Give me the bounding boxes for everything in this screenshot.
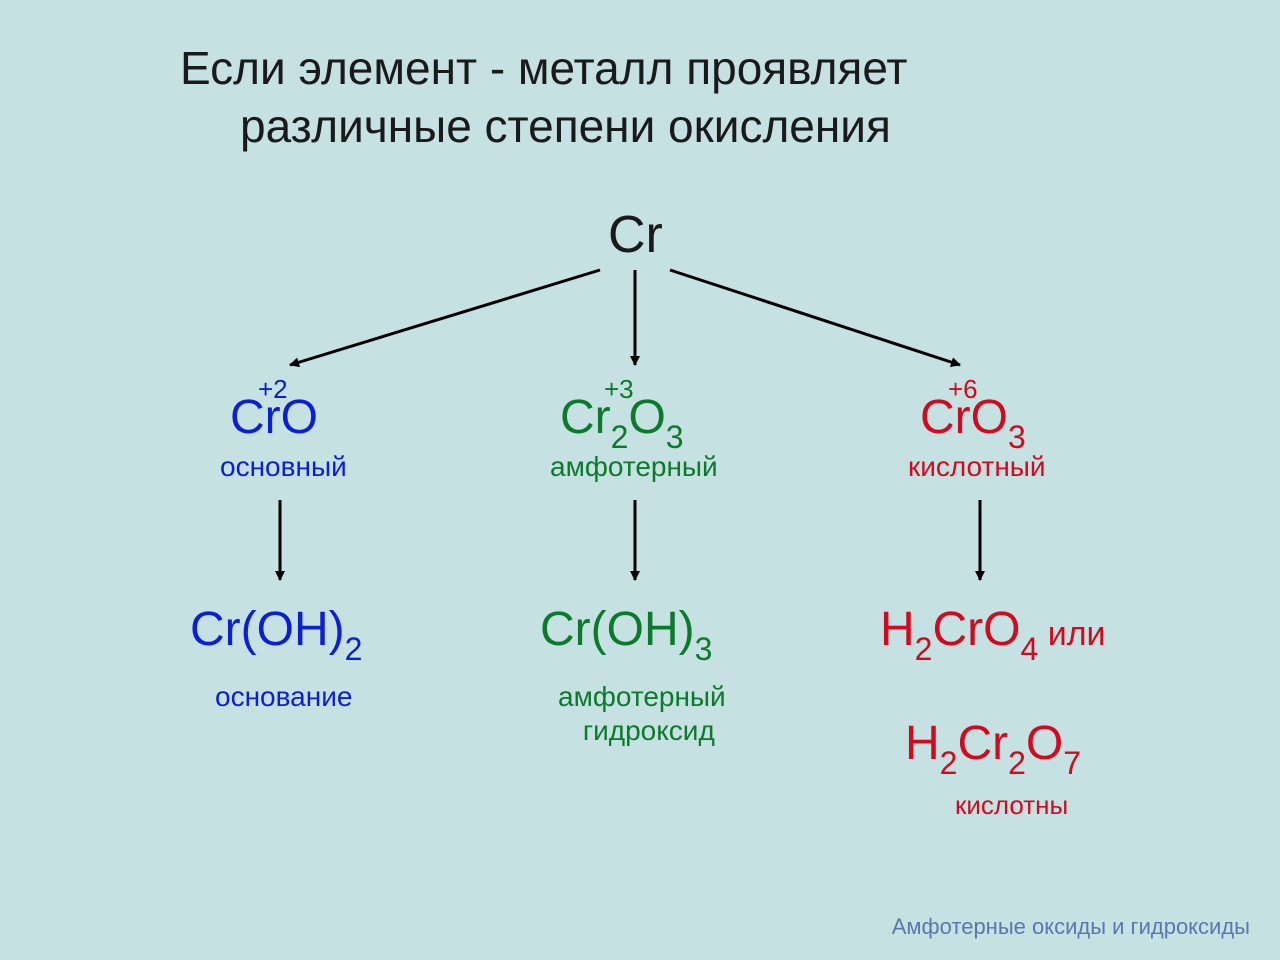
acid2-p2: Cr (957, 717, 1008, 770)
footer-text: Амфотерные оксиды и гидроксиды (892, 914, 1250, 940)
acid2-p3: 2 (1008, 745, 1026, 781)
slide-title: Если элемент - металл проявляет различны… (180, 40, 907, 98)
amphoteric-oxide-label: амфотерный (550, 450, 718, 484)
amphoteric-hydroxide-formula: Cr(OH)3 (540, 606, 712, 661)
amph-oxide-p2: O (628, 391, 665, 444)
acid2-p1: 2 (940, 745, 958, 781)
basic-hydroxide-label: основание (215, 680, 352, 714)
amph-hyd-p0: Cr(OH) (540, 603, 695, 656)
amph-oxide-p0: Cr (560, 391, 611, 444)
amph-hyd-p1: 3 (695, 631, 713, 667)
basic-oxide-label: основный (220, 450, 347, 484)
amphoteric-oxide-formula: Cr2O3 (560, 394, 684, 449)
acid-oxide-p0: CrO (920, 391, 1008, 444)
acid1-p0: H (880, 603, 915, 656)
basic-hydroxide-p0: Cr(OH) (190, 603, 345, 656)
acid1-p2: CrO (932, 603, 1020, 656)
acidic-acid2-formula: H2Cr2O7 (905, 720, 1081, 775)
acidic-oxide-formula: CrO3 (920, 394, 1026, 449)
acid2-p5: 7 (1063, 745, 1081, 781)
basic-hydroxide-formula: Cr(OH)2 (190, 606, 362, 661)
acid2-p0: H (905, 717, 940, 770)
slide-background: Если элемент - металл проявляет различны… (0, 0, 1280, 960)
acid1-p3: 4 (1020, 631, 1038, 667)
acidic-acid-label: кислотны (955, 790, 1068, 821)
root-element: Cr (608, 205, 663, 265)
acid1-p1: 2 (915, 631, 933, 667)
amphoteric-hydroxide-label: амфотерный гидроксид (558, 680, 726, 747)
amph-hyd-label-l1: амфотерный (558, 681, 726, 712)
acid-or-word: или (1038, 615, 1105, 653)
acidic-acid1-formula: H2CrO4 или (880, 606, 1106, 661)
acidic-oxide-label: кислотный (908, 450, 1046, 484)
arrow-line (670, 270, 960, 365)
acid2-p4: O (1026, 717, 1063, 770)
amph-hyd-label-l2: гидроксид (583, 715, 715, 746)
basic-oxide-text: CrO (230, 391, 318, 444)
arrow-line (290, 270, 600, 365)
title-line2: различные степени окисления (240, 98, 891, 156)
title-line1: Если элемент - металл проявляет (180, 42, 907, 94)
basic-oxide-formula: CrO (230, 394, 318, 442)
basic-hydroxide-p1: 2 (345, 631, 363, 667)
